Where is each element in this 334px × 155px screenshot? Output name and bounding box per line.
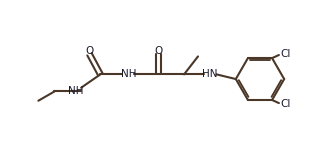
- Text: Cl: Cl: [281, 49, 291, 59]
- Text: O: O: [154, 46, 162, 55]
- Text: HN: HN: [202, 69, 217, 79]
- Text: NH: NH: [121, 69, 136, 79]
- Text: Cl: Cl: [281, 99, 291, 109]
- Text: O: O: [86, 46, 94, 55]
- Text: NH: NH: [68, 86, 83, 96]
